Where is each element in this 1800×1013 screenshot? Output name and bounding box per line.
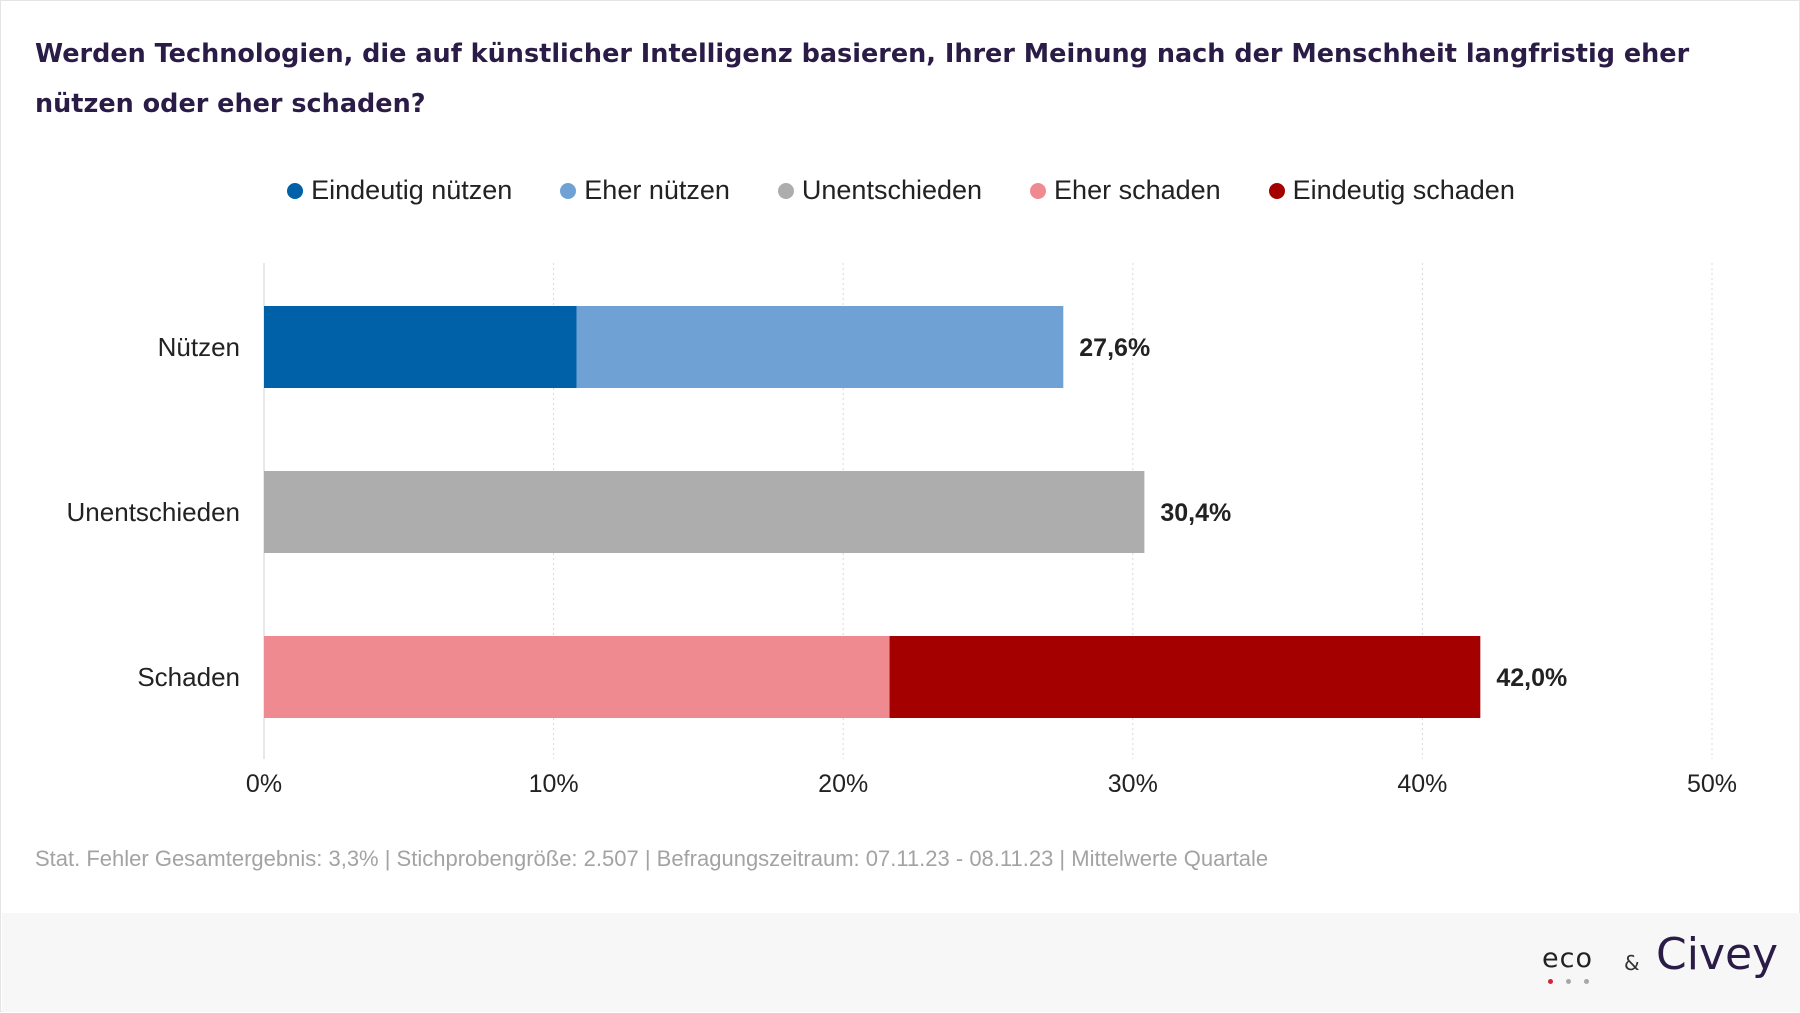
legend-marker — [287, 182, 304, 199]
eco-logo: eco — [1530, 941, 1608, 989]
bar-segment — [889, 636, 1481, 718]
legend-item: Unentschieden — [777, 175, 983, 206]
chart-legend: Eindeutig nützen Eher nützen Unentschieden… — [1, 175, 1800, 206]
legend-marker — [560, 182, 577, 199]
footer-bar: eco & Civey — [2, 913, 1800, 1012]
legend-marker — [1268, 182, 1285, 199]
eco-logo-text: eco — [1542, 943, 1593, 974]
category-label: Unentschieden — [67, 497, 240, 527]
x-tick-label: 20% — [818, 770, 868, 798]
legend-item: Eher schaden — [1030, 175, 1221, 206]
legend-label: Eindeutig schaden — [1292, 175, 1515, 205]
x-tick-label: 10% — [529, 770, 579, 798]
legend-item: Eindeutig nützen — [287, 175, 512, 206]
legend-label: Eindeutig nützen — [311, 175, 513, 205]
category-label: Nützen — [158, 332, 240, 362]
chart-title: Werden Technologien, die auf künstlicher… — [35, 39, 1690, 119]
legend-item: Eher nützen — [560, 175, 730, 206]
legend-marker — [777, 182, 794, 199]
legend-marker — [1030, 182, 1047, 199]
bar-segment — [264, 636, 890, 718]
legend-label: Eher nützen — [584, 175, 730, 205]
legend-item: Eindeutig schaden — [1268, 175, 1515, 206]
bar-segment — [264, 471, 1145, 553]
chart-footnote: Stat. Fehler Gesamtergebnis: 3,3% | Stic… — [35, 846, 1269, 871]
eco-logo-dot — [1584, 979, 1589, 984]
logo-ampersand: & — [1624, 951, 1640, 975]
x-tick-label: 40% — [1397, 770, 1447, 798]
bar-segment — [264, 306, 577, 388]
category-label: Schaden — [137, 662, 240, 692]
data-label: 30,4% — [1160, 499, 1231, 527]
x-tick-label: 50% — [1687, 770, 1737, 798]
bar-segment — [576, 306, 1064, 388]
x-tick-label: 0% — [246, 770, 282, 798]
civey-logo: Civey — [1656, 929, 1779, 980]
data-label: 42,0% — [1496, 664, 1567, 692]
data-label: 27,6% — [1079, 334, 1150, 362]
legend-label: Unentschieden — [801, 175, 983, 205]
eco-logo-dot — [1566, 979, 1571, 984]
legend-label: Eher schaden — [1054, 175, 1221, 205]
x-tick-label: 30% — [1108, 770, 1158, 798]
eco-logo-dot — [1548, 979, 1553, 984]
